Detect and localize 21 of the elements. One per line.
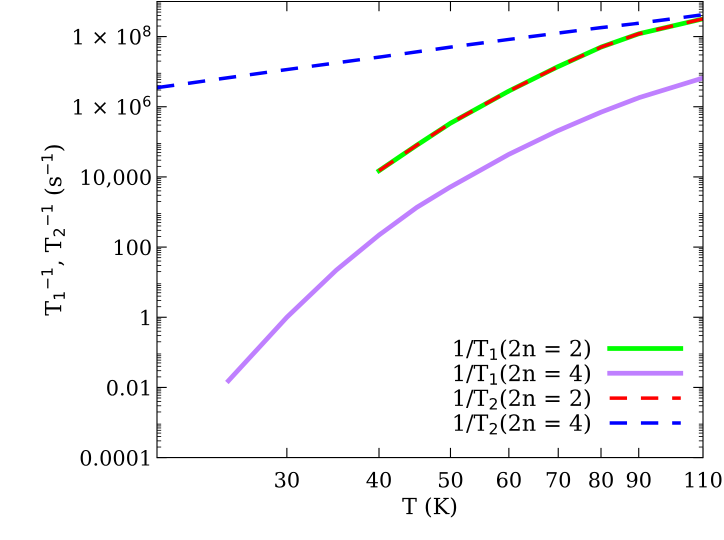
x-tick-label: 70 — [546, 472, 570, 488]
y-tick-label: 1 × 10$^{8}$ — [74, 26, 150, 45]
x-tick-label: 30 — [275, 472, 299, 488]
y-tick-label: 1 — [141, 310, 150, 326]
x-tick-label: 60 — [497, 472, 521, 488]
x-tick-label: 80 — [589, 472, 613, 488]
legend-label: 1/T$_{1}$(2n = 2) — [454, 339, 590, 360]
text: T$_{1}$$^{−1}$, T$_{2}$$^{−1}$ (s$^{−1}$) — [41, 145, 65, 316]
legend-label: 1/T$_{1}$(2n = 4) — [454, 364, 590, 385]
x-tick-label: 40 — [366, 472, 391, 488]
x-tick-label: 90 — [626, 472, 651, 488]
y-tick-label: 0.01 — [107, 380, 150, 396]
legend-label: 1/T$_{2}$(2n = 4) — [454, 414, 590, 434]
legend-label: 1/T$_{2}$(2n = 2) — [454, 389, 590, 410]
x-axis-title: T (K) — [402, 497, 456, 518]
y-tick-label: 0.0001 — [80, 450, 150, 466]
y-tick-label: 10,000 — [82, 169, 151, 188]
y-tick-label: 100 — [114, 240, 151, 256]
x-tick-label: 50 — [438, 472, 462, 488]
y-tick-label: 1 × 10$^{6}$ — [74, 96, 151, 115]
x-tick-label: 110 — [686, 472, 722, 488]
